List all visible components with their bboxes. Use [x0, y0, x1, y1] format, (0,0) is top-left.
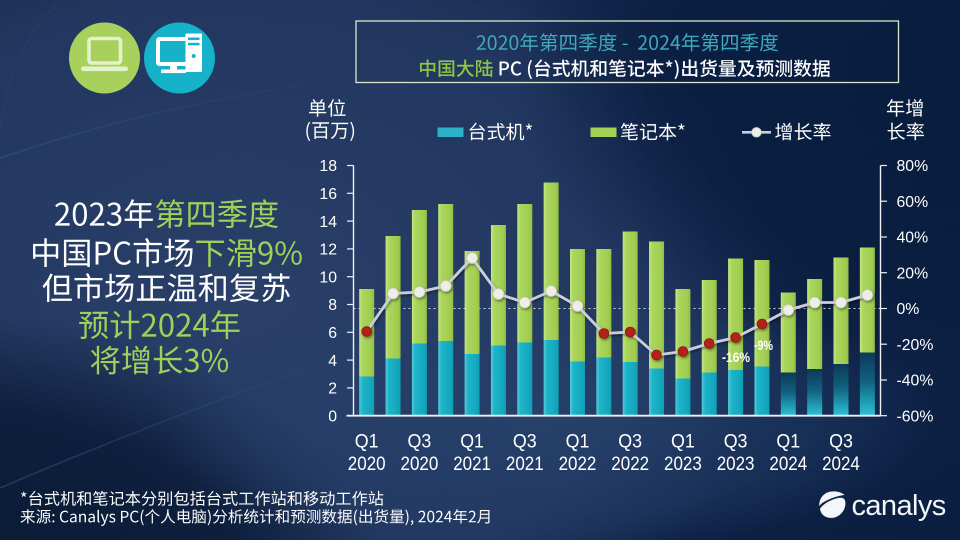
- svg-text:2020: 2020: [401, 454, 439, 475]
- svg-text:16: 16: [319, 186, 337, 203]
- svg-text:60%: 60%: [897, 194, 929, 211]
- svg-text:Q1: Q1: [460, 432, 484, 453]
- svg-text:80%: 80%: [897, 158, 929, 175]
- svg-text:6: 6: [328, 325, 337, 342]
- svg-text:2023: 2023: [664, 454, 702, 475]
- svg-text:2: 2: [328, 381, 337, 398]
- svg-text:2024: 2024: [822, 454, 860, 475]
- svg-text:2021: 2021: [506, 454, 544, 475]
- svg-text:Q1: Q1: [355, 432, 379, 453]
- svg-text:0%: 0%: [897, 301, 920, 318]
- svg-text:18: 18: [319, 158, 337, 175]
- svg-text:4: 4: [328, 353, 337, 370]
- svg-text:Q1: Q1: [671, 432, 695, 453]
- svg-text:-9%: -9%: [754, 338, 773, 353]
- svg-text:2024: 2024: [769, 454, 807, 475]
- svg-text:12: 12: [319, 242, 337, 259]
- svg-text:Q3: Q3: [724, 432, 748, 453]
- svg-text:-40%: -40%: [897, 373, 934, 390]
- svg-text:0: 0: [328, 408, 337, 425]
- svg-text:Q3: Q3: [408, 432, 432, 453]
- svg-text:10: 10: [319, 269, 337, 286]
- svg-text:Q1: Q1: [776, 432, 800, 453]
- svg-text:2021: 2021: [453, 454, 491, 475]
- svg-text:20%: 20%: [897, 265, 929, 282]
- svg-text:2023: 2023: [717, 454, 755, 475]
- svg-text:Q3: Q3: [513, 432, 537, 453]
- svg-text:canalys: canalys: [852, 490, 946, 522]
- svg-text:14: 14: [319, 214, 337, 231]
- svg-text:-16%: -16%: [722, 350, 750, 365]
- svg-text:Q1: Q1: [566, 432, 590, 453]
- svg-text:-60%: -60%: [897, 408, 934, 425]
- svg-text:2022: 2022: [611, 454, 649, 475]
- svg-text:2022: 2022: [559, 454, 597, 475]
- svg-text:Q3: Q3: [618, 432, 642, 453]
- svg-text:-20%: -20%: [897, 337, 934, 354]
- svg-text:40%: 40%: [897, 230, 929, 247]
- svg-text:Q3: Q3: [829, 432, 853, 453]
- svg-text:8: 8: [328, 297, 337, 314]
- svg-text:2020: 2020: [348, 454, 386, 475]
